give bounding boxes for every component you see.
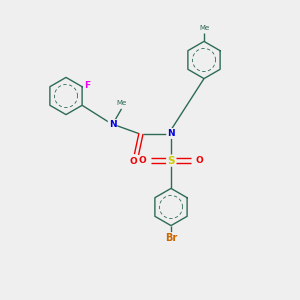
Text: Me: Me <box>116 100 127 106</box>
Text: Me: Me <box>199 25 209 31</box>
Text: N: N <box>167 129 175 138</box>
Text: S: S <box>167 155 175 166</box>
Text: Br: Br <box>165 233 177 243</box>
Text: N: N <box>109 120 116 129</box>
Text: F: F <box>84 81 91 90</box>
Text: O: O <box>196 156 203 165</box>
Text: O: O <box>139 156 146 165</box>
Text: O: O <box>129 157 137 166</box>
